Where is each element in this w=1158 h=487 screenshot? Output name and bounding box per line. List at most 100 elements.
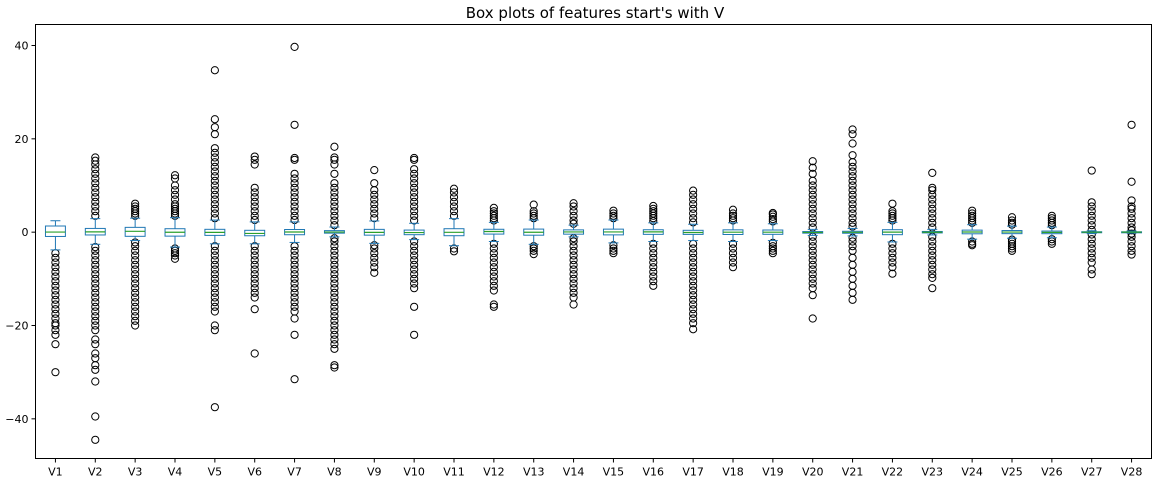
outlier-point	[51, 272, 60, 281]
outlier-point	[489, 272, 498, 281]
outlier-point	[928, 195, 937, 204]
outlier-point	[330, 246, 339, 255]
outlier-point	[1127, 242, 1136, 251]
outlier-point	[330, 207, 339, 216]
outlier-point	[410, 188, 419, 197]
outlier-point	[91, 153, 100, 162]
outlier-point	[330, 193, 339, 202]
outlier-point	[808, 284, 817, 293]
outlier-point	[370, 258, 379, 267]
outlier-point	[210, 144, 219, 153]
outlier-point	[250, 274, 259, 283]
outlier-point	[569, 260, 578, 269]
outlier-point	[131, 274, 140, 283]
outlier-point	[928, 246, 937, 255]
outlier-point	[928, 242, 937, 251]
outlier-point	[928, 218, 937, 227]
outlier-point	[250, 197, 259, 206]
outlier-point	[330, 288, 339, 297]
outlier-point	[489, 286, 498, 295]
outlier-point	[1007, 213, 1017, 222]
outlier-point	[649, 263, 658, 272]
outlier-point	[51, 281, 60, 290]
outlier-point	[131, 298, 140, 307]
outlier-point	[51, 309, 60, 318]
x-tick-label: V28	[1121, 466, 1143, 479]
outlier-point	[888, 269, 897, 278]
outlier-point	[529, 244, 538, 253]
outlier-point	[210, 176, 219, 185]
outlier-point	[569, 265, 578, 274]
x-tick-label: V4	[168, 466, 183, 479]
outlier-point	[848, 288, 857, 297]
x-tick-label: V22	[882, 466, 904, 479]
box-V13	[523, 200, 545, 259]
outlier-point	[449, 184, 459, 193]
outlier-point	[728, 253, 738, 262]
outlier-point	[689, 305, 698, 314]
outlier-point	[928, 183, 937, 192]
outlier-point	[290, 298, 299, 307]
y-tick-label: 0	[22, 226, 29, 239]
outlier-point	[808, 157, 817, 166]
outlier-point	[131, 307, 140, 316]
x-tick-label: V5	[208, 466, 223, 479]
outlier-point	[928, 204, 937, 213]
outlier-point	[131, 204, 140, 213]
outlier-point	[91, 349, 100, 358]
outlier-point	[370, 186, 379, 195]
outlier-point	[689, 253, 698, 262]
outlier-point	[210, 260, 219, 269]
outlier-point	[131, 242, 140, 251]
outlier-point	[210, 403, 219, 412]
outlier-point	[51, 277, 60, 286]
box-V18	[722, 205, 744, 272]
plot-frame	[35, 24, 1152, 459]
box-V2	[84, 153, 106, 444]
outlier-point	[131, 265, 140, 274]
x-tick-label: V26	[1041, 466, 1063, 479]
outlier-point	[290, 314, 299, 323]
outlier-point	[91, 174, 100, 183]
x-tick-label: V20	[802, 466, 824, 479]
outlier-point	[210, 265, 219, 274]
outlier-point	[210, 186, 219, 195]
x-tick-label: V3	[128, 466, 143, 479]
y-tick-label: 20	[15, 133, 29, 146]
outlier-point	[210, 66, 219, 75]
outlier-point	[649, 258, 658, 267]
outlier-point	[489, 263, 498, 272]
outlier-point	[250, 188, 259, 197]
outlier-point	[91, 265, 100, 274]
outlier-point	[489, 211, 498, 220]
outlier-point	[91, 340, 100, 349]
outlier-point	[330, 242, 339, 251]
outlier-point	[410, 179, 419, 188]
outlier-point	[689, 200, 698, 209]
outlier-point	[51, 253, 60, 262]
outlier-point	[91, 188, 100, 197]
outlier-point	[210, 302, 219, 311]
x-tick-label: V6	[247, 466, 262, 479]
outlier-point	[649, 204, 658, 213]
x-tick-label: V16	[643, 466, 665, 479]
outlier-point	[51, 340, 60, 349]
box-V27	[1081, 166, 1103, 279]
outlier-point	[131, 312, 140, 321]
outlier-point	[848, 130, 857, 139]
outlier-point	[330, 298, 339, 307]
box-V15	[602, 206, 624, 258]
outlier-point	[928, 273, 937, 282]
box-V1	[44, 220, 66, 377]
outlier-point	[290, 188, 299, 197]
outlier-point	[91, 321, 100, 330]
box-V17	[682, 186, 704, 334]
outlier-point	[91, 412, 100, 421]
outlier-point	[1127, 246, 1136, 255]
outlier-point	[768, 215, 777, 224]
outlier-point	[91, 312, 100, 321]
outlier-point	[1087, 265, 1096, 274]
outlier-point	[1127, 196, 1136, 205]
outlier-point	[928, 284, 937, 293]
outlier-point	[848, 200, 857, 209]
